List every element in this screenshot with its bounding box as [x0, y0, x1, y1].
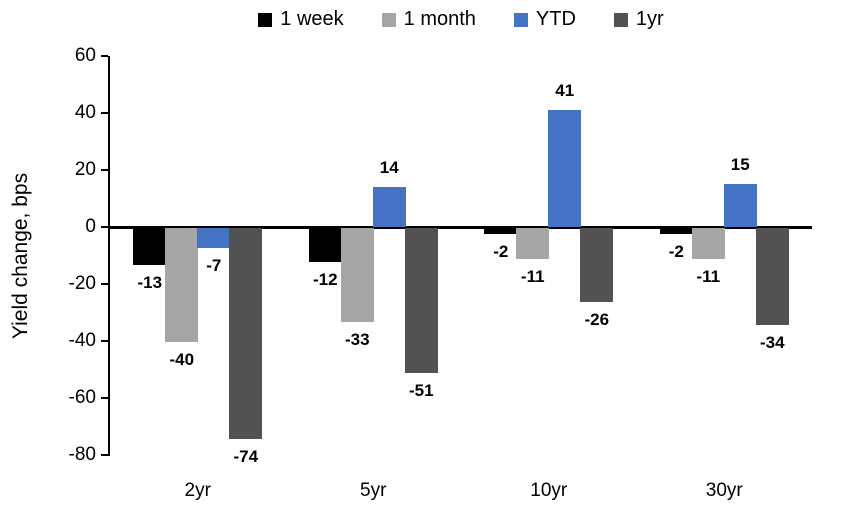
y-tick-label: -40 [68, 330, 96, 351]
y-axis-tick [101, 397, 108, 399]
legend-label: YTD [535, 8, 576, 30]
y-tick-label: -60 [68, 387, 96, 408]
zero-axis-line [110, 226, 812, 229]
x-category-label: 2yr [184, 480, 211, 501]
y-tick-label: 60 [74, 45, 96, 66]
bar-1yr-10yr [580, 228, 614, 303]
legend-label: 1yr [635, 8, 664, 30]
legend-swatch-icon [513, 12, 528, 27]
bar-value-label: -11 [696, 267, 721, 287]
legend-swatch-icon [258, 12, 273, 27]
bar-value-label: -40 [169, 350, 195, 369]
chart-legend: 1 week 1 month YTD 1yr [110, 8, 812, 31]
legend-label: 1 month [403, 8, 476, 30]
y-axis-tick [101, 283, 108, 285]
bar-1yr-30yr [755, 228, 789, 325]
bar-1yr-2yr [229, 228, 263, 439]
bar-value-label: -2 [493, 241, 509, 261]
bar-value-label: -26 [584, 310, 610, 330]
bar-1-week-5yr [308, 228, 342, 263]
bar-value-label: -74 [233, 446, 259, 466]
x-category-label: 30yr [705, 480, 743, 501]
bar-value-label: -33 [344, 330, 370, 350]
y-tick-label: 0 [85, 216, 96, 237]
bar-value-label: -7 [206, 255, 222, 275]
y-axis-tick [101, 55, 108, 57]
bar-value-label: 41 [555, 81, 575, 101]
bar-value-label: -2 [668, 241, 684, 261]
y-tick-label: 20 [74, 159, 96, 180]
bar-1-week-10yr [484, 228, 518, 234]
bar-value-label: -13 [137, 273, 163, 293]
y-tick-label: -20 [68, 273, 96, 294]
x-category-label: 10yr [530, 480, 568, 501]
bar-YTD-10yr [548, 110, 582, 227]
y-tick-label: -80 [68, 444, 96, 465]
bar-1-month-2yr [165, 228, 199, 342]
legend-label: 1 week [280, 8, 344, 30]
bar-value-label: -12 [312, 270, 338, 290]
bar-1-week-2yr [133, 228, 167, 266]
y-tick-label: 40 [74, 102, 96, 123]
y-axis-tick [101, 454, 108, 456]
x-category-label: 5yr [360, 480, 387, 501]
bar-1-month-10yr [516, 228, 550, 260]
bar-value-label: 14 [379, 158, 399, 178]
bar-YTD-30yr [723, 184, 757, 227]
legend-item-1-week: 1 week [258, 8, 344, 31]
bar-1-month-30yr [691, 228, 725, 260]
bar-1-month-5yr [340, 228, 374, 323]
y-axis-tick [101, 226, 108, 228]
legend-item-1-month: 1 month [381, 8, 476, 31]
bar-value-label: -51 [408, 381, 434, 401]
legend-item-1yr: 1yr [613, 8, 664, 31]
y-axis-tick [101, 169, 108, 171]
bar-value-label: 15 [730, 155, 750, 175]
bar-value-label: -34 [759, 332, 785, 352]
bar-1yr-5yr [404, 228, 438, 374]
legend-swatch-icon [381, 12, 396, 27]
bar-YTD-5yr [372, 187, 406, 227]
bar-value-label: -11 [520, 267, 545, 287]
legend-swatch-icon [613, 12, 628, 27]
bar-1-week-30yr [659, 228, 693, 234]
y-axis-tick [101, 112, 108, 114]
y-axis-tick [101, 340, 108, 342]
bar-YTD-2yr [197, 228, 231, 248]
y-axis-line [108, 56, 110, 456]
legend-item-YTD: YTD [513, 8, 576, 31]
